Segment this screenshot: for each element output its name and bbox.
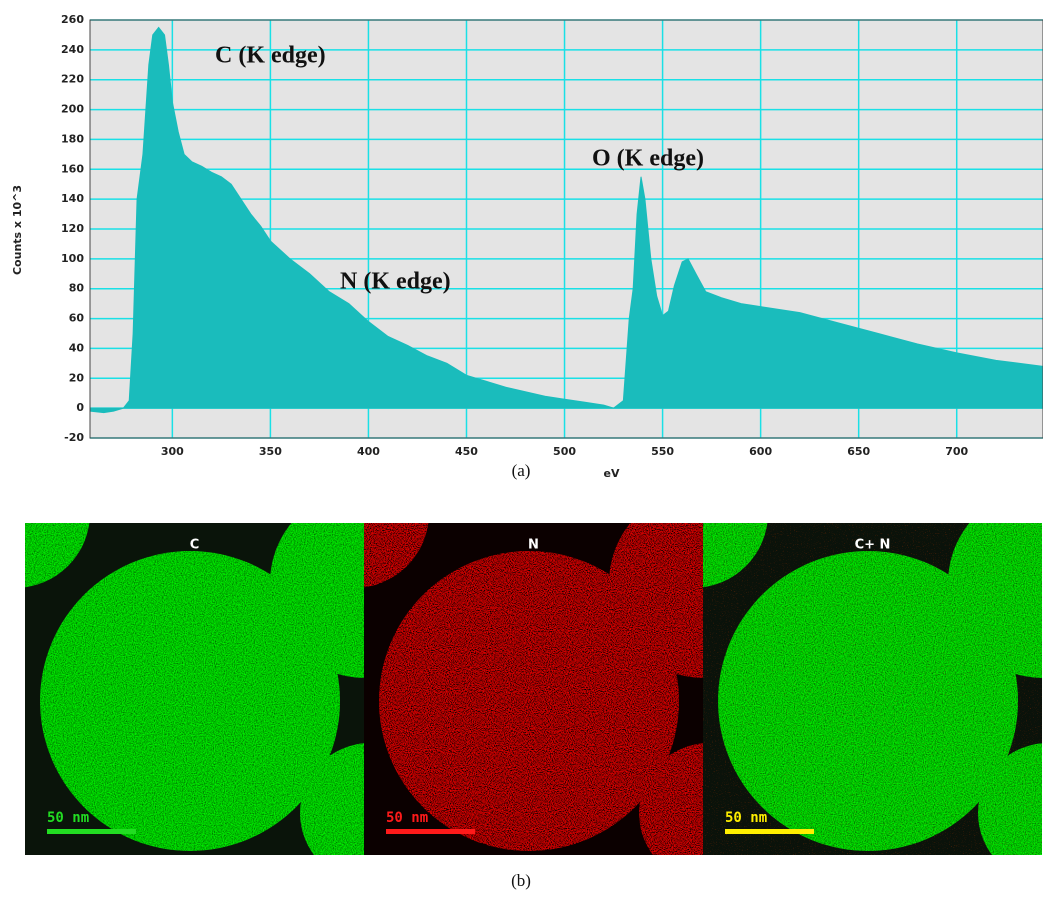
y-tick-label: 120 xyxy=(61,222,84,235)
map-panel: N 50 nm xyxy=(364,523,703,855)
annotation: O (K edge) xyxy=(592,146,704,172)
particle xyxy=(300,743,364,855)
map-label: C xyxy=(190,538,200,553)
scale-bar-label: 50 nm xyxy=(386,810,428,826)
scale-bar xyxy=(725,829,814,834)
map-content xyxy=(364,523,703,855)
x-tick-label: 650 xyxy=(847,445,870,458)
x-tick-label: 600 xyxy=(749,445,772,458)
particle xyxy=(270,523,364,678)
annotation: C (K edge) xyxy=(215,43,326,69)
y-tick-label: 0 xyxy=(76,401,84,414)
y-tick-label: 40 xyxy=(69,341,85,354)
map-panel: C+ N 50 nm xyxy=(703,523,1042,855)
particle xyxy=(379,551,679,851)
y-tick-label: 200 xyxy=(61,103,84,116)
panel-label: (a) xyxy=(512,461,531,480)
x-tick-label: 300 xyxy=(161,445,184,458)
map-label: C+ N xyxy=(855,538,891,553)
element-maps: C 50 nm N 50 nm C+ N 50 nm xyxy=(25,523,1042,855)
x-tick-label: 400 xyxy=(357,445,380,458)
y-tick-label: 220 xyxy=(61,73,84,86)
map-label: N xyxy=(528,538,539,553)
x-tick-label: 500 xyxy=(553,445,576,458)
y-tick-label: 240 xyxy=(61,43,84,56)
y-tick-label: -20 xyxy=(64,431,84,444)
x-tick-label: 700 xyxy=(945,445,968,458)
scale-bar-label: 50 nm xyxy=(47,810,89,826)
y-tick-label: 60 xyxy=(69,312,85,325)
red-overlay xyxy=(703,523,1042,855)
x-tick-label: 550 xyxy=(651,445,674,458)
map-panel: C 50 nm xyxy=(25,523,364,855)
y-tick-label: 100 xyxy=(61,252,84,265)
map-content xyxy=(703,523,1042,855)
y-axis-label: Counts x 10^3 xyxy=(11,185,24,275)
particle xyxy=(364,523,429,588)
annotation: N (K edge) xyxy=(340,269,451,295)
x-tick-label: 350 xyxy=(259,445,282,458)
plot-frame xyxy=(89,19,1043,439)
y-tick-label: 20 xyxy=(69,371,85,384)
y-tick-label: 140 xyxy=(61,192,84,205)
particle xyxy=(25,523,90,588)
scale-bar xyxy=(47,829,136,834)
spectrum-area xyxy=(89,26,1043,414)
particle xyxy=(639,743,703,855)
x-axis-label: eV xyxy=(604,467,620,480)
map-content xyxy=(25,523,364,855)
x-tick-label: 450 xyxy=(455,445,478,458)
scale-bar-label: 50 nm xyxy=(725,810,767,826)
y-tick-label: 160 xyxy=(61,162,84,175)
particle xyxy=(609,523,703,678)
y-tick-label: 180 xyxy=(61,132,84,145)
particle xyxy=(40,551,340,851)
panel-label: (b) xyxy=(511,871,531,890)
scale-bar xyxy=(386,829,475,834)
y-tick-label: 80 xyxy=(69,282,85,295)
y-tick-label: 260 xyxy=(61,13,84,26)
